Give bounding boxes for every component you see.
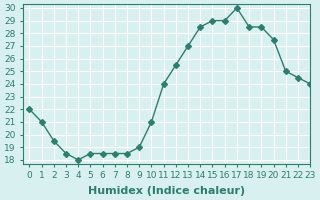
X-axis label: Humidex (Indice chaleur): Humidex (Indice chaleur) — [88, 186, 245, 196]
